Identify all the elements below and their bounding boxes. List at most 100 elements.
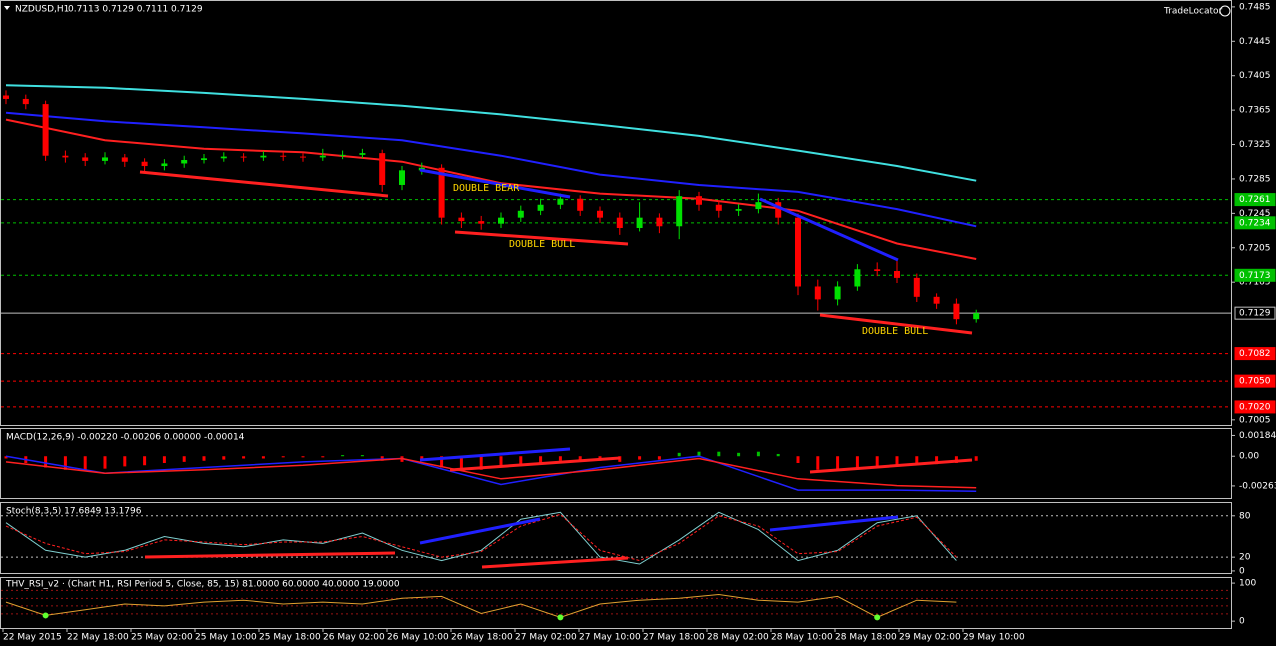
level-tag [1234, 268, 1276, 282]
y-tick-label: 100 [1239, 579, 1256, 589]
x-tick-label: 26 May 18:00 [451, 633, 513, 643]
brand-icon[interactable] [1219, 5, 1231, 17]
candle-body [300, 156, 306, 158]
y-tick-label: 0.7285 [1239, 174, 1271, 184]
candle-body [577, 198, 584, 211]
y-tick-label: 0.7445 [1239, 37, 1271, 47]
y-tick-label: 0.7205 [1239, 243, 1271, 253]
y-tick-label: 0.7165 [1239, 278, 1271, 288]
candle-body [62, 155, 69, 158]
candle-body [814, 286, 821, 300]
trend-line [819, 313, 973, 335]
annotation: DOUBLE BULL [509, 239, 575, 250]
y-tick-label: 0.7325 [1239, 140, 1271, 150]
y-tick-label: 0.7245 [1239, 209, 1271, 219]
trend-line [481, 556, 629, 569]
candle-body [3, 95, 9, 99]
candle-body [399, 170, 405, 185]
x-tick-label: 29 May 10:00 [963, 633, 1025, 643]
x-tick-label: 25 May 02:00 [131, 633, 193, 643]
candle-body [557, 198, 564, 205]
trend-line [144, 551, 396, 559]
candle-body [201, 158, 207, 161]
rsi-line [5, 593, 957, 618]
trend-line [809, 458, 973, 474]
candle-body [22, 98, 29, 105]
candle-body [616, 217, 623, 228]
menu-arrow[interactable] [4, 6, 10, 10]
candle-body [755, 202, 762, 210]
candle-body [874, 269, 881, 272]
candle-body [161, 163, 168, 167]
macd-frame [0, 428, 1232, 499]
candle-body [696, 196, 702, 205]
stoch-line [5, 513, 957, 562]
moving-average [5, 111, 977, 228]
level-label: 0.7020 [1239, 402, 1271, 412]
candle-body [735, 209, 742, 211]
candle-body [478, 221, 485, 224]
level-tag [1234, 400, 1276, 414]
candle-body [933, 296, 940, 304]
level-tag [1234, 193, 1276, 207]
candle-body [913, 277, 920, 297]
y-tick-label: -0.00263 [1239, 481, 1276, 491]
level-label: 0.7261 [1239, 195, 1271, 205]
candle-body [775, 202, 782, 218]
trend-line [419, 168, 571, 199]
x-tick-label: 28 May 10:00 [771, 633, 833, 643]
level-label: 0.7173 [1239, 271, 1271, 281]
level-label: 0.7234 [1239, 218, 1271, 228]
trend-line [449, 456, 621, 472]
candle-body [973, 313, 980, 320]
quote: 0.7113 0.7129 0.7111 0.7129 [68, 5, 203, 15]
trend-lines [139, 168, 973, 569]
candle-body [715, 204, 722, 211]
candle-body [597, 210, 603, 218]
x-tick-label: 27 May 18:00 [643, 633, 705, 643]
x-tick-label: 22 May 18:00 [67, 633, 129, 643]
candle-body [676, 196, 683, 227]
x-tick-label: 27 May 02:00 [515, 633, 577, 643]
candle-body [121, 157, 128, 162]
symbol: NZDUSD,H1 [15, 5, 69, 15]
trend-line [139, 170, 389, 198]
macd-line [5, 455, 977, 492]
level-label: 0.7050 [1239, 377, 1271, 387]
candle-body [42, 104, 49, 156]
y-tick-label: 80 [1239, 511, 1251, 521]
stoch-frame [0, 502, 1232, 574]
x-tick-label: 25 May 18:00 [259, 633, 321, 643]
y-tick-label: 0.7405 [1239, 71, 1271, 81]
x-tick-label: 22 May 2015 [3, 633, 62, 643]
trend-line [419, 447, 571, 462]
candle-body [319, 155, 326, 158]
brand[interactable]: TradeLocator [1163, 7, 1223, 17]
y-tick-label: 0.7005 [1239, 415, 1271, 425]
candle-body [656, 217, 663, 227]
x-tick-label: 28 May 02:00 [707, 633, 769, 643]
candle-body [102, 157, 108, 161]
level-tag [1234, 306, 1276, 320]
annotation: DOUBLE BEAR [453, 183, 520, 194]
level-tag [1234, 374, 1276, 388]
x-tick-label: 26 May 10:00 [387, 633, 449, 643]
x-tick-label: 26 May 02:00 [323, 633, 385, 643]
x-tick-label: 28 May 18:00 [835, 633, 897, 643]
candle-body [379, 153, 386, 185]
candle-body [220, 156, 227, 159]
candle-body [260, 155, 267, 158]
level-tag [1234, 347, 1276, 361]
candle-body [240, 156, 247, 158]
stoch-label: Stoch(8,3,5) 17.6849 13.1796 [6, 507, 142, 517]
y-tick-label: 0.00 [1239, 452, 1259, 462]
y-tick-label: 0.7365 [1239, 106, 1271, 116]
moving-average [5, 84, 977, 182]
candle-body [537, 204, 544, 211]
panel-frames [0, 0, 1232, 629]
candle-body [854, 269, 861, 287]
candle-body [953, 303, 960, 320]
candle-body [141, 161, 148, 167]
